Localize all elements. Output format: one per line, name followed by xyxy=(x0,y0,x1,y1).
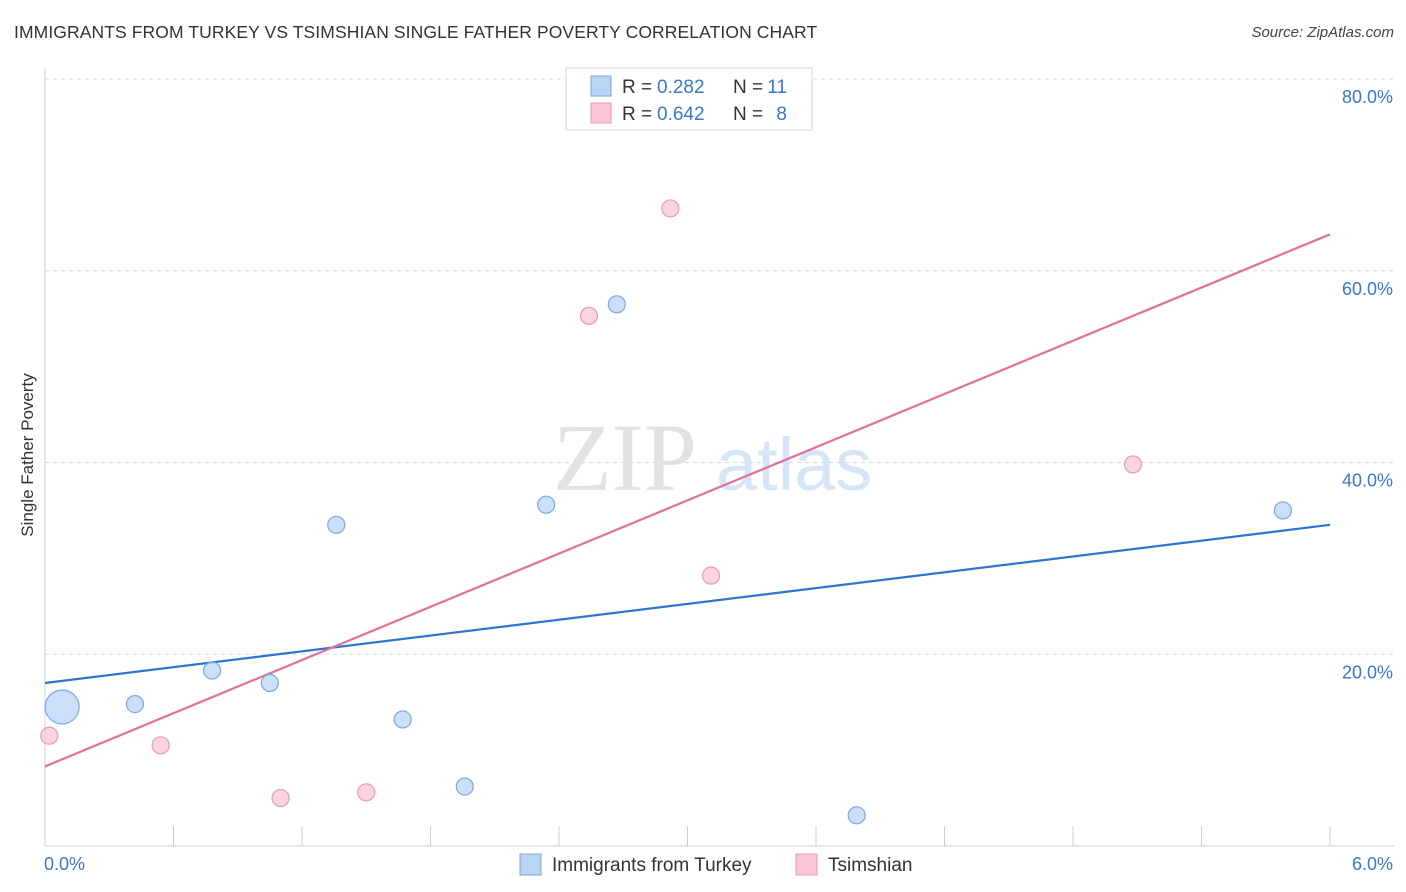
legend-r-label: R = xyxy=(622,77,652,98)
x-tick-label-max: 6.0% xyxy=(1352,854,1393,874)
tsimshian-point xyxy=(661,199,680,218)
tsimshian-point xyxy=(151,736,170,755)
bottom-legend-label-turkey: Immigrants from Turkey xyxy=(552,855,752,876)
legend-n-value: 11 xyxy=(767,77,787,98)
legend-r-value: 0.642 xyxy=(657,104,705,125)
turkey-point xyxy=(1273,501,1292,520)
turkey-point xyxy=(847,806,866,825)
turkey-point xyxy=(327,515,346,534)
y-tick-label: 60.0% xyxy=(1342,279,1393,299)
bottom-legend-swatch-turkey xyxy=(519,853,542,876)
turkey-point xyxy=(125,695,145,714)
turkey-point xyxy=(393,710,412,729)
turkey-point xyxy=(202,661,222,680)
tsimshian-point xyxy=(40,726,59,745)
tsimshian-point xyxy=(701,566,721,585)
turkey-point xyxy=(607,295,626,314)
bottom-legend-label-tsimshian: Tsimshian xyxy=(828,855,912,876)
legend-n-label: N = xyxy=(733,77,763,98)
chart-title: IMMIGRANTS FROM TURKEY VS TSIMSHIAN SING… xyxy=(14,22,818,42)
turkey-point xyxy=(44,689,80,725)
trendline-tsimshian xyxy=(44,233,1331,768)
turkey-point xyxy=(537,495,556,514)
y-tick-label: 40.0% xyxy=(1342,471,1393,491)
legend-r-value: 0.282 xyxy=(657,77,705,98)
turkey-point xyxy=(455,777,474,796)
watermark-atlas: atlas xyxy=(716,423,872,506)
legend-r-label: R = xyxy=(622,104,652,125)
legend-swatch-turkey xyxy=(590,75,612,97)
tsimshian-point xyxy=(579,306,599,325)
legend-swatch-tsimshian xyxy=(590,102,612,124)
legend-n-label: N = xyxy=(733,104,763,125)
source-credit: Source: ZipAtlas.com xyxy=(1251,24,1394,41)
watermark-zip: ZIP xyxy=(553,404,697,511)
bottom-legend-swatch-tsimshian xyxy=(795,853,818,876)
tsimshian-point xyxy=(271,788,290,808)
x-tick-label-min: 0.0% xyxy=(44,854,85,874)
tsimshian-point xyxy=(1123,455,1143,474)
y-tick-label: 80.0% xyxy=(1342,87,1393,107)
y-tick-label: 20.0% xyxy=(1342,662,1393,682)
legend-n-value: 8 xyxy=(776,104,787,125)
trendline-turkey xyxy=(44,523,1331,685)
tsimshian-point xyxy=(357,783,376,802)
turkey-point xyxy=(260,673,279,693)
